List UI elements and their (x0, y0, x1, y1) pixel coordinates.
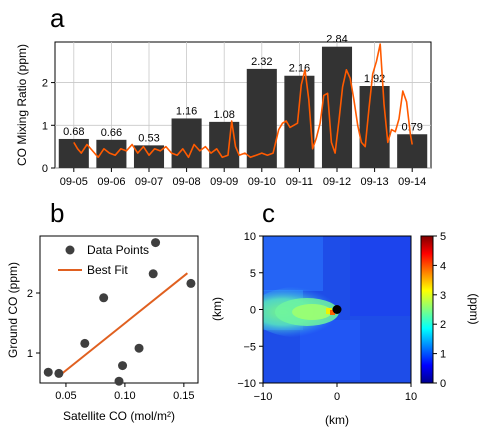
colorbar-ticks: 0 1 2 3 4 5 (433, 231, 446, 390)
panel-b-ytick-label: 2 (27, 288, 33, 300)
panel-b-ytick-label: 1 (27, 348, 33, 360)
panel-a-bar-value-label: 1.16 (176, 105, 197, 117)
colorbar-tick-label: 4 (440, 260, 446, 272)
panel-a-bar-value-label: 0.53 (138, 132, 159, 144)
panel-b-best-fit-line (57, 272, 189, 378)
panel-b-data-point (114, 376, 124, 386)
panel-a-xtick-label: 09-14 (398, 176, 426, 188)
panel-a-bar-value-label: 0.68 (63, 126, 84, 138)
legend-data-points-marker (65, 245, 75, 255)
panel-a-bar (284, 75, 315, 168)
panel-a-bar (209, 121, 240, 168)
panel-c-heatmap (263, 236, 411, 383)
panel-a-ytick-label: 0 (42, 163, 48, 175)
panel-b-x-ticks: 0.05 0.10 0.15 (55, 383, 195, 402)
panel-c-xtick-label: 0 (334, 391, 340, 403)
panel-c-x-ticks: −10 0 10 (254, 383, 417, 403)
panel-b-xtick-label: 0.05 (55, 390, 76, 402)
panel-c-ytick-label: −10 (237, 378, 256, 390)
panel-a-bar (171, 118, 202, 168)
panel-b: 0.05 0.10 0.15 12 Data Points Best Fit Sat… (6, 235, 199, 423)
panel-c-ytick-label: 10 (244, 231, 256, 243)
panel-a-xtick-label: 09-07 (135, 176, 163, 188)
panel-a-bar-value-label: 0.66 (101, 127, 122, 139)
panel-b-ylabel: Ground CO (ppm) (6, 262, 20, 358)
heatmap-hotspot-yellow (326, 308, 332, 314)
colorbar-label: (ppm) (467, 293, 480, 324)
panel-a-x-ticks: 09-05 09-06 09-07 09-08 09-09 09-10 09-11 09-12… (60, 168, 426, 188)
panel-a-xtick-label: 09-09 (210, 176, 238, 188)
panel-b-xlabel: Satellite CO (mol/m²) (63, 409, 175, 423)
panel-a-bar-value-label: 2.16 (289, 63, 310, 75)
panel-b-legend: Data Points Best Fit (58, 243, 149, 277)
panel-b-frame (39, 235, 199, 384)
colorbar-tick-label: 1 (440, 349, 446, 361)
panel-a-bar-value-label: 2.84 (326, 34, 347, 46)
heatmap-plume-core (292, 304, 332, 320)
panel-c-ytick-label: 0 (250, 305, 256, 317)
legend-best-fit-label: Best Fit (87, 263, 128, 277)
panel-a-y-ticks: 0 1 2 (42, 78, 55, 175)
panel-c: −10 0 10 −10 −5 0 5 10 (km) (km) 0 1 2 3 4 5 (ppm) (210, 231, 480, 427)
panel-a-bar (246, 68, 277, 168)
panel-b-xtick-label: 0.15 (173, 390, 194, 402)
panel-a-bars (58, 46, 428, 168)
panel-a-xtick-label: 09-12 (323, 176, 351, 188)
panel-a-bar (359, 85, 390, 168)
panel-c-xtick-label: −10 (254, 391, 273, 403)
panel-b-xtick-label: 0.10 (114, 390, 135, 402)
panel-a-bar-value-label: 1.08 (213, 109, 234, 121)
colorbar-tick-label: 2 (440, 319, 446, 331)
panel-a-ylabel: CO Mixing Ratio (ppm) (15, 44, 29, 166)
panel-a-bar (321, 46, 353, 168)
panel-a-xtick-label: 09-10 (248, 176, 276, 188)
panel-b-data-point (54, 368, 64, 378)
panel-c-site-marker (332, 305, 342, 314)
colorbar-tick-label: 0 (440, 378, 446, 390)
panel-a-xtick-label: 09-11 (286, 176, 313, 188)
panel-a-ytick-label: 2 (42, 78, 48, 90)
panel-b-data-point (99, 293, 109, 303)
panel-a-xtick-label: 09-06 (97, 176, 125, 188)
panel-a-bar (397, 134, 428, 168)
panel-a-letter: a (50, 3, 65, 33)
panel-b-data-point (134, 343, 144, 353)
panel-a-bar (133, 145, 165, 168)
panel-c-xlabel: (km) (325, 413, 349, 427)
panel-b-y-ticks: 12 (27, 288, 40, 360)
panel-c-letter: c (262, 198, 275, 228)
panel-c-y-ticks: −10 −5 0 5 10 (237, 231, 263, 390)
panel-a-bar-value-label: 0.79 (401, 121, 422, 133)
heatmap-region-right (350, 236, 411, 316)
colorbar-tick-label: 3 (440, 290, 446, 302)
heatmap-hotspot-orange (330, 310, 335, 315)
panel-b-data-point (186, 278, 196, 288)
panel-b-data-point (118, 361, 128, 371)
panel-b-data-point (43, 367, 53, 377)
panel-a-xtick-label: 09-08 (173, 176, 201, 188)
panel-b-data-point (151, 238, 161, 248)
panel-a-bar-value-label: 2.32 (251, 56, 272, 68)
legend-data-points-label: Data Points (87, 243, 149, 257)
heatmap-region-upper-left (263, 236, 323, 291)
panel-b-points (43, 238, 196, 386)
panel-c-ytick-label: −5 (243, 341, 256, 353)
panel-a-ytick-label: 1 (42, 120, 48, 132)
panel-a-xtick-label: 09-13 (361, 176, 389, 188)
panel-b-letter: b (50, 198, 64, 228)
panel-a-co-line (73, 43, 413, 159)
panel-b-data-point (148, 269, 158, 279)
panel-a-xtick-label: 09-05 (60, 176, 88, 188)
panel-a-bar-value-label: 1.92 (364, 73, 385, 85)
panel-c-ytick-label: 5 (250, 268, 256, 280)
colorbar-tick-label: 5 (440, 231, 446, 243)
panel-c-ylabel: (km) (210, 297, 224, 321)
panel-b-data-point (80, 338, 90, 348)
colorbar (420, 235, 434, 384)
panel-a: 0.68 0.66 0.53 1.16 1.08 2.32 2.16 2.84 1.92 0.79… (15, 34, 432, 188)
panel-c-xtick-label: 10 (405, 391, 417, 403)
